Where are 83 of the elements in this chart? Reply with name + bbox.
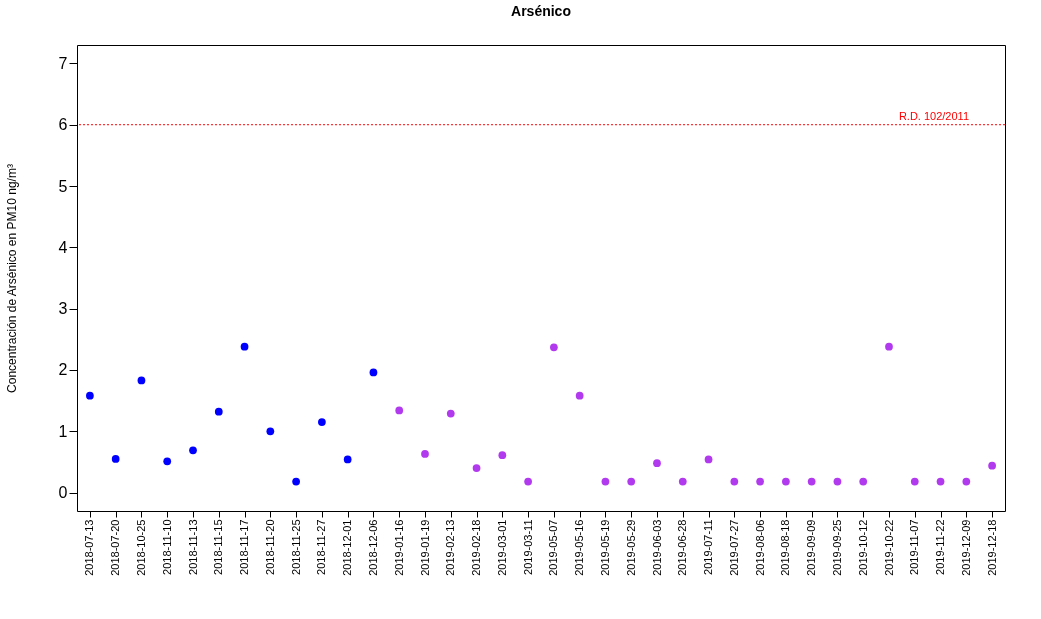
y-tick-label: 3	[58, 300, 68, 318]
x-tick-label: 2018-07-13	[83, 519, 96, 576]
point	[859, 477, 868, 486]
point	[369, 368, 378, 377]
x-tick-label: 2019-12-18	[985, 519, 998, 576]
point	[885, 342, 893, 351]
x-tick-label: 2018-11-27	[315, 519, 328, 575]
x-tick-label: 2019-11-22	[934, 519, 947, 575]
point	[601, 477, 610, 486]
point	[189, 446, 197, 455]
x-tick-label: 2018-07-20	[109, 519, 122, 576]
x-tick-label: 2018-12-01	[341, 519, 354, 576]
point	[421, 450, 429, 458]
x-tick-label: 2018-11-17	[238, 519, 251, 575]
x-tick-label: 2019-03-11	[521, 519, 534, 575]
x-tick-label: 2019-02-13	[444, 519, 457, 576]
point	[627, 477, 636, 486]
x-tick-label: 2019-11-07	[908, 519, 921, 575]
x-tick-label: 2019-05-07	[547, 519, 560, 576]
x-tick-label: 2018-11-20	[263, 519, 276, 575]
x-tick-label: 2019-10-12	[856, 519, 869, 576]
point	[807, 477, 816, 486]
x-tick-label: 2019-09-09	[805, 519, 818, 576]
x-tick-label: 2019-03-01	[495, 519, 508, 576]
point	[137, 376, 146, 385]
y-tick-label: 6	[58, 116, 68, 134]
y-tick-label: 1	[58, 422, 68, 440]
point	[910, 477, 919, 486]
x-tick-label: 2019-09-25	[830, 519, 843, 576]
y-tick-label: 0	[58, 484, 68, 502]
point	[936, 477, 945, 486]
x-tick-label: 2019-01-19	[418, 519, 431, 576]
x-tick-label: 2019-05-16	[573, 519, 586, 576]
point	[550, 343, 558, 352]
x-tick-label: 2018-11-25	[289, 519, 302, 575]
point	[756, 477, 764, 486]
point	[472, 464, 481, 472]
point	[653, 459, 661, 468]
point	[318, 418, 326, 426]
point	[266, 427, 275, 436]
x-tick-label: 2019-08-18	[779, 519, 792, 576]
x-tick-label: 2019-12-09	[959, 519, 972, 576]
point	[704, 455, 713, 464]
point	[214, 407, 223, 416]
x-tick-label: 2018-12-06	[366, 519, 379, 576]
point	[292, 477, 300, 486]
x-tick-label: 2019-07-27	[727, 519, 740, 576]
x-tick-label: 2018-10-25	[134, 519, 147, 576]
y-tick-label: 7	[58, 54, 68, 72]
ref-line-label: R.D. 102/2011	[898, 109, 969, 122]
point	[988, 461, 996, 470]
x-tick-label: 2019-05-29	[624, 519, 637, 576]
point	[833, 477, 842, 486]
x-tick-label: 2019-06-03	[650, 519, 663, 576]
chart-title: Arsénico	[511, 3, 571, 19]
point	[782, 477, 790, 486]
point	[163, 457, 172, 466]
point	[962, 477, 971, 486]
point	[575, 391, 584, 400]
point	[111, 455, 120, 463]
point	[524, 477, 532, 486]
point	[343, 455, 352, 464]
x-tick-label: 2019-07-11	[702, 519, 715, 575]
point	[240, 342, 249, 351]
x-tick-label: 2018-11-15	[212, 519, 225, 575]
y-tick-label: 5	[58, 177, 68, 195]
point	[498, 451, 507, 460]
x-tick-label: 2019-08-06	[753, 519, 766, 576]
y-tick-label: 2	[58, 361, 68, 379]
x-tick-label: 2019-01-16	[392, 519, 405, 576]
point	[446, 409, 455, 418]
x-tick-label: 2018-11-13	[186, 519, 199, 575]
x-tick-label: 2018-11-10	[160, 519, 173, 575]
x-tick-label: 2019-02-18	[470, 519, 483, 576]
x-tick-label: 2019-06-28	[676, 519, 689, 576]
y-axis-title: Concentración de Arsénico en PM10 ng/m³	[4, 164, 19, 393]
x-tick-label: 2019-10-22	[882, 519, 895, 576]
point	[86, 391, 94, 400]
y-tick-label: 4	[58, 238, 68, 256]
x-tick-label: 2019-05-19	[598, 519, 611, 576]
point	[395, 406, 404, 415]
point	[678, 477, 687, 486]
point	[730, 477, 739, 486]
